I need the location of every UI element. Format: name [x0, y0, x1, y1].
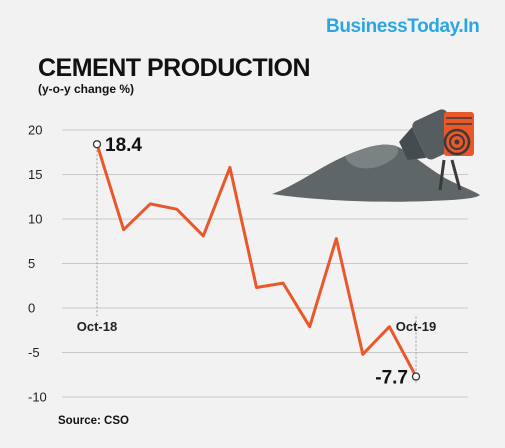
- data-point-marker: [92, 140, 102, 149]
- chart-subtitle: (y-o-y change %): [38, 82, 135, 96]
- y-tick-label: -10: [28, 390, 47, 405]
- brand-logo: BusinessToday.In: [326, 16, 480, 37]
- source-note: Source: CSO: [58, 415, 129, 427]
- y-tick-label: 20: [28, 123, 42, 138]
- mixer-wheel-inner-icon: [449, 134, 465, 150]
- y-tick-label: 10: [28, 212, 42, 227]
- cement-mixer-illustration: [272, 109, 480, 202]
- y-tick-label: 5: [28, 256, 35, 271]
- x-tick-label: Oct-18: [77, 319, 117, 334]
- y-tick-label: -5: [28, 345, 40, 360]
- y-axis-ticks: 20 15 10 5 0 -5 -10: [28, 123, 47, 405]
- series-line: [95, 142, 418, 378]
- chart-title: CEMENT PRODUCTION: [38, 54, 311, 82]
- y-tick-label: 15: [28, 167, 42, 182]
- data-label: -7.7: [375, 368, 408, 389]
- mixer-wheel-icon: [443, 128, 471, 156]
- grid-layer: [62, 129, 468, 398]
- data-point-marker: [411, 372, 421, 381]
- series-layer: [95, 142, 418, 378]
- cement-pile-illustration: [272, 144, 480, 202]
- mixer-wheel-hub-icon: [454, 139, 460, 145]
- mixer-leg-icon: [438, 159, 446, 191]
- y-tick-label: 0: [28, 301, 35, 316]
- x-axis-ticks: Oct-18 Oct-19: [77, 150, 436, 383]
- cement-pile-shade: [345, 144, 399, 169]
- data-labels-layer: 18.4 -7.7: [92, 135, 421, 389]
- x-tick-label: Oct-19: [396, 319, 436, 334]
- data-label: 18.4: [105, 135, 142, 156]
- mixer-leg-icon: [450, 159, 462, 191]
